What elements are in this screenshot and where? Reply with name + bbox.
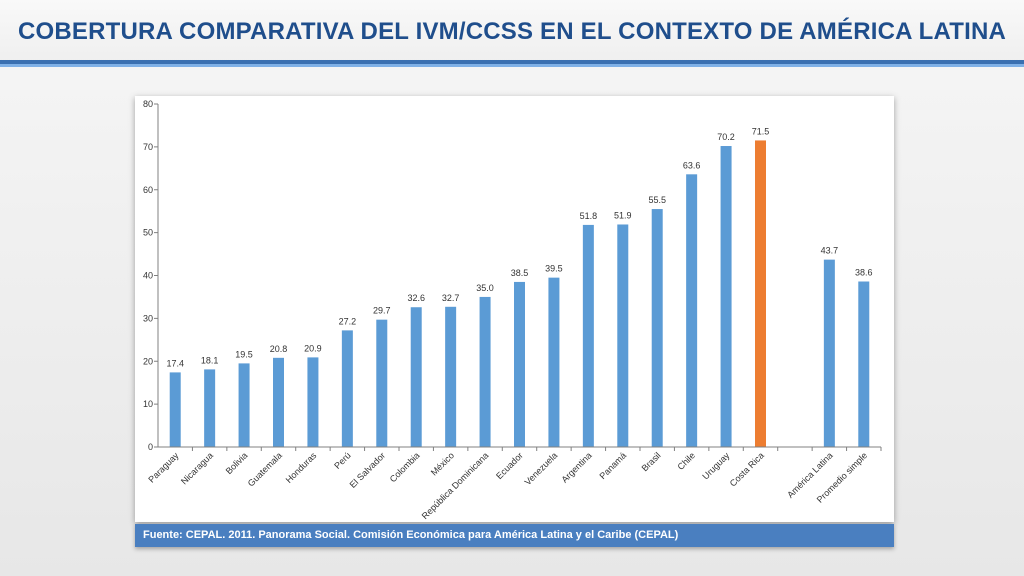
title-rule-accent (0, 64, 1024, 67)
category-label: Costa Rica (728, 450, 766, 488)
data-label: 51.8 (580, 211, 598, 221)
category-label: Brasil (640, 450, 663, 473)
category-label: Argentina (559, 450, 593, 484)
data-label: 32.6 (407, 293, 425, 303)
category-label: Ecuador (494, 450, 525, 481)
bar (823, 259, 835, 447)
bar (479, 296, 491, 447)
bar (273, 357, 284, 447)
bar (341, 330, 353, 447)
bar (238, 363, 250, 447)
data-label: 38.6 (855, 268, 873, 278)
bar (445, 306, 457, 447)
category-label: México (429, 450, 456, 477)
bar (686, 174, 698, 447)
category-label: Uruguay (700, 450, 731, 481)
category-label: Venezuela (523, 450, 560, 487)
y-tick-label: 80 (143, 99, 153, 109)
data-label: 35.0 (476, 283, 494, 293)
y-tick-label: 40 (143, 271, 153, 281)
title-rule (0, 60, 1024, 64)
source-note: Fuente: CEPAL. 2011. Panorama Social. Co… (143, 529, 679, 541)
data-label: 20.9 (304, 343, 322, 353)
bar (169, 372, 181, 447)
category-label: Guatemala (246, 450, 284, 488)
bar (651, 209, 663, 447)
source-band: Fuente: CEPAL. 2011. Panorama Social. Co… (135, 524, 894, 547)
bar (858, 281, 870, 447)
y-tick-label: 10 (143, 399, 153, 409)
y-tick-label: 0 (148, 442, 153, 452)
data-label: 20.8 (270, 344, 288, 354)
category-label: El Salvador (348, 450, 388, 490)
category-label: Colombia (388, 450, 422, 484)
bar (307, 357, 319, 447)
data-label: 17.4 (166, 358, 184, 368)
y-tick-label: 60 (143, 185, 153, 195)
bar (410, 307, 422, 447)
bars (169, 140, 870, 447)
data-label: 63.6 (683, 160, 701, 170)
category-label: Perú (332, 450, 353, 471)
y-tick-label: 20 (143, 356, 153, 366)
bar-chart: 0 10 20 30 40 50 60 70 80 17.4 18.1 19.5 20.8 20.9 27… (143, 99, 882, 521)
data-label: 27.2 (339, 316, 357, 326)
category-label: República Dominicana (420, 450, 491, 521)
category-label: Bolivia (224, 450, 250, 476)
data-label: 18.1 (201, 355, 219, 365)
chart-card: 0 10 20 30 40 50 60 70 80 17.4 18.1 19.5 20.8 20.9 27… (135, 96, 894, 522)
bar (617, 224, 629, 447)
bar (514, 281, 525, 447)
value-labels: 17.4 18.1 19.5 20.8 20.9 27.2 29.7 32.6 32.7 35.0… (166, 126, 872, 368)
category-label: Paraguay (146, 450, 181, 485)
data-label: 39.5 (545, 264, 563, 274)
y-tick-label: 70 (143, 142, 153, 152)
bar (376, 319, 388, 447)
bar (755, 140, 766, 447)
bar (548, 277, 560, 447)
category-label: Honduras (284, 450, 319, 485)
data-label: 43.7 (821, 246, 839, 256)
category-label: Panamá (597, 450, 628, 481)
y-tick-label: 50 (143, 228, 153, 238)
data-label: 19.5 (235, 349, 253, 359)
data-label: 51.9 (614, 210, 632, 220)
slide-title: COBERTURA COMPARATIVA DEL IVM/CCSS EN EL… (17, 18, 1007, 45)
data-label: 29.7 (373, 306, 391, 316)
data-label: 70.2 (717, 132, 735, 142)
bar (720, 146, 732, 447)
title-bar: COBERTURA COMPARATIVA DEL IVM/CCSS EN EL… (0, 0, 1024, 62)
y-axis: 0 10 20 30 40 50 60 70 80 (143, 99, 159, 452)
data-label: 71.5 (752, 126, 770, 136)
y-tick-label: 30 (143, 313, 153, 323)
bar (582, 224, 594, 447)
data-label: 38.5 (511, 268, 529, 278)
bar (204, 369, 216, 447)
data-label: 55.5 (648, 195, 666, 205)
data-label: 32.7 (442, 293, 460, 303)
category-label: Nicaragua (179, 450, 215, 486)
category-label: Chile (675, 450, 697, 472)
